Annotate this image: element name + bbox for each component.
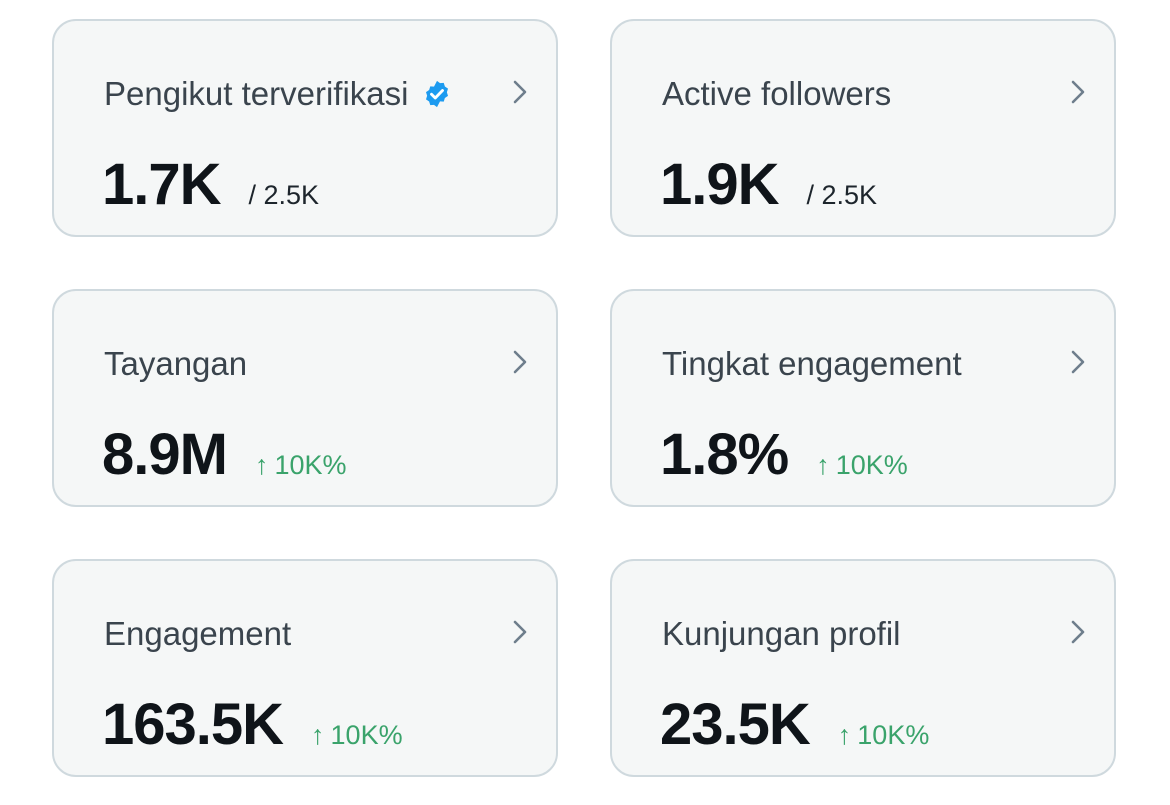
- card-title-text: Kunjungan profil: [662, 615, 901, 652]
- value-row: 163.5K ↑ 10K%: [102, 691, 403, 758]
- value-row: 8.9M ↑ 10K%: [102, 421, 347, 488]
- card-active-followers[interactable]: Active followers 1.9K / 2.5K: [610, 19, 1116, 237]
- chevron-right-icon[interactable]: [506, 77, 534, 107]
- metric-value: 1.8%: [660, 422, 789, 487]
- metric-delta: ↑ 10K%: [311, 720, 403, 751]
- arrow-up-icon: ↑: [816, 450, 830, 480]
- card-title: Active followers: [662, 75, 891, 113]
- metric-total: / 2.5K: [806, 180, 878, 210]
- value-row: 1.7K / 2.5K: [102, 151, 319, 218]
- card-profile-visits[interactable]: Kunjungan profil 23.5K ↑ 10K%: [610, 559, 1116, 777]
- arrow-up-icon: ↑: [837, 720, 852, 750]
- metric-delta-value: 10K%: [274, 450, 347, 480]
- metric-total: / 2.5K: [248, 180, 320, 210]
- card-engagement-rate[interactable]: Tingkat engagement 1.8% ↑ 10K%: [610, 289, 1116, 507]
- card-title-text: Active followers: [662, 75, 892, 112]
- card-title-text: Tingkat engagement: [662, 345, 962, 382]
- metric-value: 1.9K: [660, 152, 780, 217]
- metric-value: 23.5K: [660, 692, 811, 757]
- chevron-right-icon[interactable]: [1064, 347, 1092, 377]
- metric-delta-value: 10K%: [857, 720, 930, 750]
- chevron-right-icon[interactable]: [1064, 77, 1092, 107]
- card-impressions[interactable]: Tayangan 8.9M ↑ 10K%: [52, 289, 558, 507]
- chevron-right-icon[interactable]: [1064, 617, 1092, 647]
- metric-value: 8.9M: [102, 422, 228, 487]
- value-row: 1.8% ↑ 10K%: [660, 421, 908, 488]
- card-title-text: Engagement: [104, 615, 292, 652]
- value-row: 23.5K ↑ 10K%: [660, 691, 929, 758]
- card-title-text: Tayangan: [104, 345, 248, 382]
- metric-value: 163.5K: [102, 692, 284, 757]
- metric-delta: ↑ 10K%: [255, 450, 347, 481]
- card-title-text: Pengikut terverifikasi: [104, 75, 409, 112]
- metric-delta: ↑ 10K%: [816, 450, 908, 481]
- card-engagement[interactable]: Engagement 163.5K ↑ 10K%: [52, 559, 558, 777]
- metric-delta-value: 10K%: [330, 720, 403, 750]
- metric-delta-value: 10K%: [835, 450, 908, 480]
- card-title: Engagement: [104, 615, 291, 653]
- card-verified-followers[interactable]: Pengikut terverifikasi 1.7K / 2.5K: [52, 19, 558, 237]
- chevron-right-icon[interactable]: [506, 617, 534, 647]
- metric-value: 1.7K: [102, 152, 222, 217]
- chevron-right-icon[interactable]: [506, 347, 534, 377]
- card-title: Tayangan: [104, 345, 247, 383]
- arrow-up-icon: ↑: [311, 720, 325, 750]
- value-row: 1.9K / 2.5K: [660, 151, 877, 218]
- arrow-up-icon: ↑: [254, 450, 269, 480]
- card-title: Tingkat engagement: [662, 345, 962, 383]
- card-title: Pengikut terverifikasi: [104, 75, 452, 113]
- metric-delta: ↑ 10K%: [838, 720, 930, 751]
- verified-badge-icon: [426, 80, 449, 108]
- card-title: Kunjungan profil: [662, 615, 901, 653]
